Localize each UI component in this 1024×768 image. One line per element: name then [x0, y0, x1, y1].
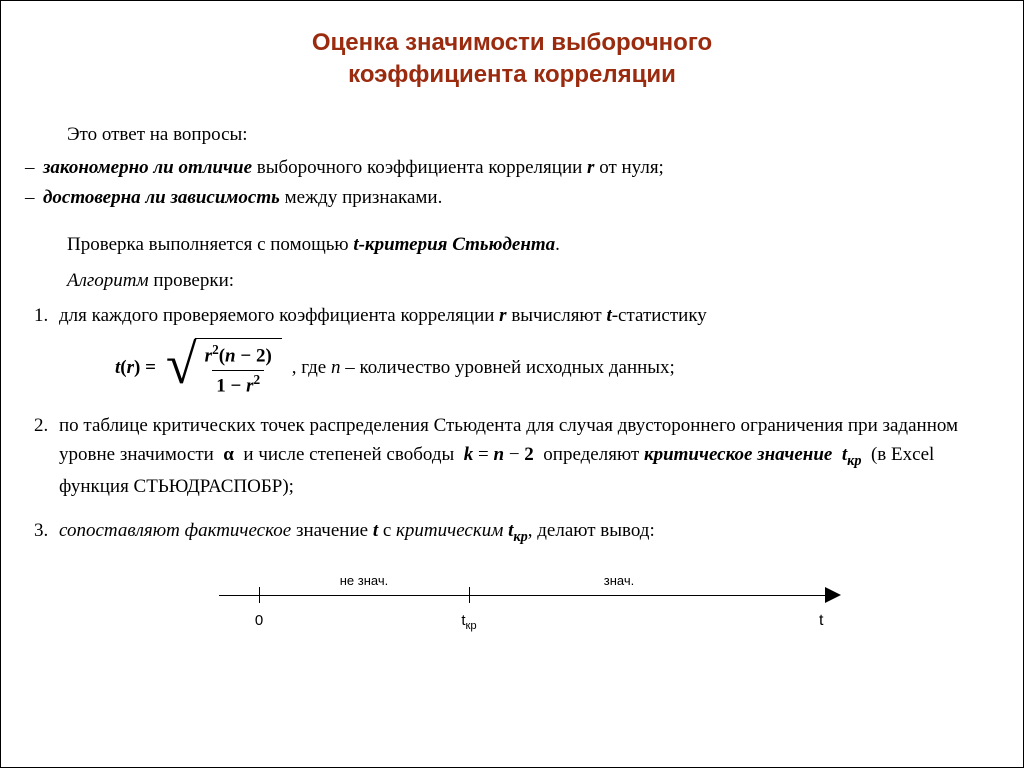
slide-body: Это ответ на вопросы: – закономерно ли о… [25, 120, 999, 646]
dash-icon: – [25, 183, 43, 212]
formula-tail: , где n – количество уровней исходных да… [292, 353, 675, 382]
tick-label-zero: 0 [255, 609, 263, 632]
slide-page: Оценка значимости выборочногокоэффициент… [0, 0, 1024, 768]
arrow-right-icon [825, 587, 841, 603]
algo-step-1: для каждого проверяемого коэффициента ко… [53, 301, 999, 397]
sqrt-expression: √ r2(n − 2) 1 − r2 [166, 338, 282, 396]
tick-label-tkr: tкр [461, 609, 476, 635]
intro-question-1: – закономерно ли отличие выборочного коэ… [25, 153, 999, 182]
axis-end-label: t [819, 609, 823, 634]
intro-lead: Это ответ на вопросы: [25, 120, 999, 149]
number-line-diagram: 0 tкр не знач. знач. t [219, 565, 839, 645]
question-text: закономерно ли отличие выборочного коэфф… [43, 153, 999, 182]
method-line: Проверка выполняется с помощью t-критери… [25, 230, 999, 259]
question-text: достоверна ли зависимость между признака… [43, 183, 999, 212]
tick-tkr [469, 587, 470, 603]
region-not-significant: не знач. [340, 571, 389, 591]
sqrt-icon: √ [166, 344, 197, 402]
region-significant: знач. [604, 571, 634, 591]
fraction-denominator: 1 − r2 [212, 370, 264, 397]
algorithm-list: для каждого проверяемого коэффициента ко… [25, 301, 999, 646]
sqrt-body: r2(n − 2) 1 − r2 [195, 338, 282, 396]
intro-question-2: – достоверна ли зависимость между призна… [25, 183, 999, 212]
fraction: r2(n − 2) 1 − r2 [201, 343, 276, 396]
algo-step-3: сопоставляют фактическое значение t с кр… [53, 516, 999, 646]
tick-zero [259, 587, 260, 603]
axis-line [219, 595, 839, 596]
intro-questions: – закономерно ли отличие выборочного коэ… [25, 153, 999, 212]
step-text: по таблице критических точек распределен… [59, 415, 958, 497]
dash-icon: – [25, 153, 43, 182]
slide-title: Оценка значимости выборочногокоэффициент… [25, 27, 999, 92]
algo-step-2: по таблице критических точек распределен… [53, 411, 999, 502]
step-text: сопоставляют фактическое значение t с кр… [59, 520, 655, 541]
fraction-numerator: r2(n − 2) [201, 343, 276, 369]
formula-lhs: t(r) = [115, 353, 156, 382]
t-statistic-formula: t(r) = √ r2(n − 2) 1 − r2 , где n – коли… [115, 338, 999, 396]
algo-label: Алгоритм проверки: [25, 266, 999, 295]
step-text: для каждого проверяемого коэффициента ко… [59, 305, 707, 326]
